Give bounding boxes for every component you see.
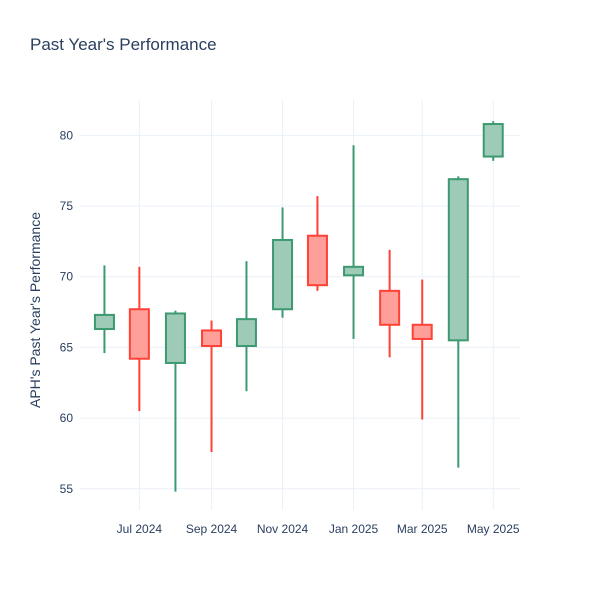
candle-body: [235, 318, 257, 348]
candle-body: [482, 123, 504, 158]
candle: [93, 265, 115, 354]
candle-body: [164, 312, 186, 364]
candle-body: [343, 265, 365, 277]
y-tick-label: 70: [60, 270, 74, 284]
y-tick-label: 65: [60, 340, 74, 354]
y-tick-label: 80: [60, 128, 74, 142]
candle: [379, 249, 401, 358]
candle-body: [272, 238, 294, 311]
x-tick-label: Nov 2024: [257, 522, 309, 536]
x-tick-label: May 2025: [467, 522, 520, 536]
candle-body: [201, 329, 223, 347]
candle: [272, 207, 294, 318]
x-axis-ticks: Jul 2024 Sep 2024 Nov 2024 Jan 2025 Mar 2025…: [117, 522, 520, 536]
candle: [411, 279, 433, 420]
x-tick-label: Mar 2025: [397, 522, 448, 536]
candle: [164, 310, 186, 492]
candle: [482, 121, 504, 161]
candle: [201, 320, 223, 453]
candle-body: [447, 178, 469, 342]
candle: [306, 196, 328, 291]
candle: [447, 176, 469, 468]
candle-body: [306, 234, 328, 287]
x-tick-label: Jul 2024: [117, 522, 163, 536]
candle-body: [128, 308, 150, 360]
candle-body: [93, 313, 115, 331]
candle: [343, 145, 365, 339]
candle: [128, 266, 150, 412]
candle-body: [379, 289, 401, 326]
y-tick-label: 60: [60, 411, 74, 425]
y-tick-label: 75: [60, 199, 74, 213]
candles: [93, 121, 504, 492]
chart-title: Past Year's Performance: [30, 35, 217, 54]
y-axis-ticks: 55 60 65 70 75 80: [60, 128, 74, 495]
y-axis-title: APH's Past Year's Performance: [27, 212, 43, 408]
candle: [235, 261, 257, 392]
x-tick-label: Sep 2024: [186, 522, 238, 536]
candle-body: [411, 323, 433, 340]
y-tick-label: 55: [60, 482, 74, 496]
x-tick-label: Jan 2025: [329, 522, 379, 536]
